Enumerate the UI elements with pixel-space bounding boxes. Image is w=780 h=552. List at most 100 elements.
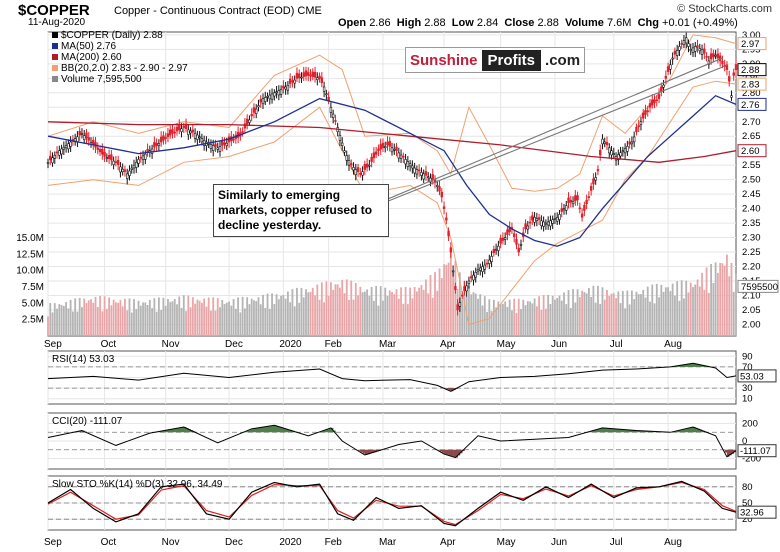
candle-body (404, 159, 407, 165)
rsi-overbought-fill (699, 364, 703, 367)
candle-body (144, 153, 147, 160)
stockcharts-brand[interactable]: © StockCharts.com (677, 3, 772, 15)
cci-positive-fill (79, 430, 83, 433)
volume-bar (687, 292, 690, 336)
volume-bar (420, 285, 423, 336)
volume-bar (189, 307, 192, 336)
volume-bar (291, 289, 294, 336)
volume-bar (83, 298, 86, 336)
price-tag-box (737, 77, 767, 91)
candle-body (657, 93, 661, 99)
price-tick-label: 3.00 (742, 30, 761, 41)
volume-bar (232, 299, 235, 336)
volume-bar (182, 295, 185, 336)
candle-body (266, 95, 269, 98)
volume-tick-label: 12.5M (16, 249, 44, 260)
volume-bar (92, 302, 95, 336)
cci-positive-fill (161, 431, 164, 433)
candle-body (632, 136, 636, 143)
volume-bar (694, 284, 697, 336)
volume-bar (234, 308, 237, 336)
candle-body (408, 163, 412, 167)
month-tick-top: 2020 (279, 339, 302, 350)
candle-body (180, 128, 183, 132)
volume-bar (660, 284, 663, 336)
volume-bar (402, 303, 405, 336)
candle-body (562, 208, 566, 211)
cci-positive-fill (699, 429, 703, 433)
candle-body (350, 163, 353, 166)
volume-bar (101, 311, 104, 336)
volume-bar (703, 289, 706, 336)
candle-body (612, 153, 615, 155)
cci-negative-fill (724, 449, 728, 453)
candle-body (417, 169, 421, 172)
candle-body (476, 269, 480, 272)
volume-bar (368, 295, 371, 336)
candle-body (569, 199, 572, 203)
candle-body (302, 72, 305, 77)
candle-body (132, 164, 136, 169)
volume-bar (658, 297, 660, 336)
candle-body (169, 129, 172, 136)
volume-tick-label: 5.0M (22, 298, 44, 309)
volume-bar (644, 297, 647, 336)
cci-positive-fill (181, 427, 185, 433)
candle-body (347, 160, 351, 166)
candle-body (121, 168, 124, 173)
volume-bar (504, 301, 507, 336)
rsi-tick-label: 70 (742, 362, 753, 373)
cci-positive-fill (697, 428, 701, 433)
candle-body (318, 75, 321, 79)
volume-bar (228, 301, 230, 336)
volume-bar (558, 295, 561, 336)
candle-body (678, 46, 681, 51)
candle-body (80, 133, 84, 135)
candle-body (596, 169, 600, 172)
cci-negative-fill (455, 449, 458, 458)
volume-bar (395, 289, 398, 336)
volume-bar (277, 299, 280, 336)
candle-body (651, 99, 654, 106)
price-tick-label: 2.05 (742, 305, 761, 316)
candle-body (196, 134, 199, 140)
volume-bar (259, 304, 262, 336)
candle-body (212, 145, 215, 151)
candle-body (107, 155, 111, 160)
price-tick-label: 2.35 (742, 218, 761, 229)
rsi-overbought-fill (693, 363, 696, 367)
candle-body (257, 105, 260, 108)
candle-body (126, 173, 129, 179)
candle-body (386, 141, 389, 146)
volume-bar (572, 289, 574, 336)
volume-bar (531, 303, 534, 336)
candle-body (705, 56, 708, 58)
volume-bar (243, 308, 246, 336)
volume-bar (585, 293, 588, 336)
cci-positive-fill (183, 427, 187, 433)
candle-body (497, 245, 500, 251)
cci-positive-fill (640, 430, 644, 433)
volume-bar (617, 291, 620, 336)
candle-body (479, 267, 482, 271)
volume-bar (429, 275, 432, 336)
price-panel (47, 31, 737, 337)
volume-bar (438, 268, 441, 336)
candle-body (112, 160, 115, 165)
cci-positive-fill (695, 427, 698, 433)
cci-positive-fill (253, 428, 257, 433)
volume-bar (280, 295, 283, 336)
cci-positive-fill (674, 431, 678, 433)
candle-body (96, 147, 99, 150)
candle-body (62, 146, 66, 150)
candle-body (488, 259, 491, 264)
month-tick-bottom: Oct (101, 537, 117, 548)
cci-tick-label: -200 (742, 454, 761, 465)
candle-body (533, 216, 536, 223)
volume-bar (468, 286, 470, 336)
cci-negative-fill (369, 449, 372, 454)
volume-bar (126, 310, 129, 336)
candle-body (164, 137, 167, 139)
volume-bar (664, 287, 667, 336)
cci-positive-fill (679, 430, 682, 433)
